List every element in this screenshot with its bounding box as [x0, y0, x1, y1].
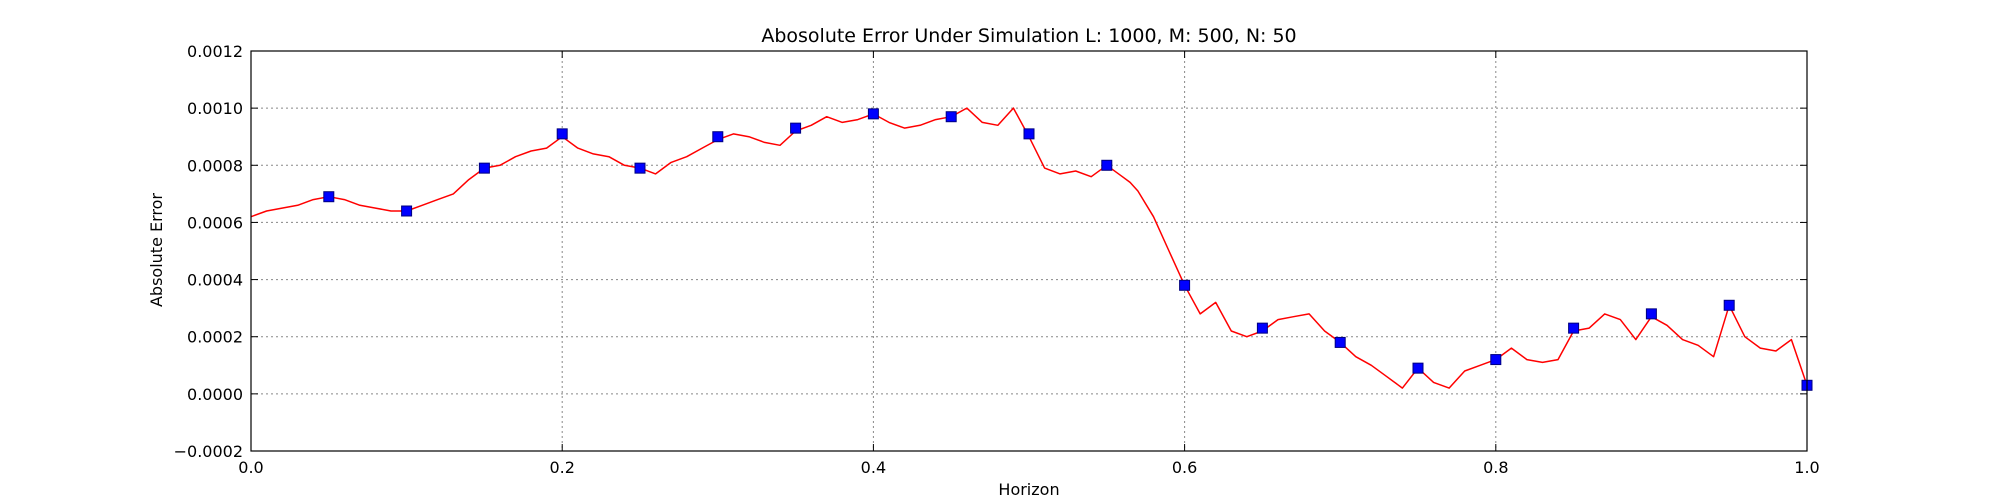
error-line	[250, 107, 1808, 389]
square-marker	[1023, 128, 1035, 140]
square-marker	[790, 122, 802, 134]
x-tick-label: 0.4	[861, 458, 886, 477]
square-marker	[1568, 322, 1580, 334]
y-tick-label: 0.0012	[187, 42, 243, 61]
plot-area-frame	[250, 50, 1808, 452]
square-marker	[1645, 308, 1657, 320]
y-tick-label: 0.0006	[187, 213, 243, 232]
y-tick-label: 0.0002	[187, 328, 243, 347]
y-tick-label: −0.0002	[174, 442, 243, 461]
x-tick-label: 0.2	[549, 458, 574, 477]
square-marker	[1412, 362, 1424, 374]
y-axis-label: Absolute Error	[147, 193, 166, 307]
y-tick-label: 0.0000	[187, 385, 243, 404]
square-marker	[1723, 299, 1735, 311]
square-marker	[556, 128, 568, 140]
square-marker	[1490, 354, 1502, 366]
square-marker	[401, 205, 413, 217]
square-marker	[1101, 159, 1113, 171]
y-tick-label: 0.0008	[187, 156, 243, 175]
square-marker	[867, 108, 879, 120]
grid-lines	[251, 51, 1807, 451]
x-tick-label: 0.8	[1483, 458, 1508, 477]
x-tick-label: 1.0	[1794, 458, 1819, 477]
square-marker	[1334, 336, 1346, 348]
x-axis-label: Horizon	[998, 480, 1059, 499]
y-tick-label: 0.0010	[187, 99, 243, 118]
square-marker	[1256, 322, 1268, 334]
y-tick-label: 0.0004	[187, 271, 243, 290]
x-tick-label: 0.6	[1172, 458, 1197, 477]
square-marker	[634, 162, 646, 174]
tick-labels: 0.0 0.2 0.4 0.6 0.8 1.0 −0.0002 0.0000 0.0002 0.0…	[174, 42, 1820, 477]
square-marker	[478, 162, 490, 174]
square-marker	[712, 131, 724, 143]
square-marker	[1179, 279, 1191, 291]
square-marker	[945, 111, 957, 123]
x-tick-label: 0.0	[238, 458, 263, 477]
square-marker	[323, 191, 335, 203]
chart-title: Abosolute Error Under Simulation L: 1000…	[761, 25, 1296, 47]
